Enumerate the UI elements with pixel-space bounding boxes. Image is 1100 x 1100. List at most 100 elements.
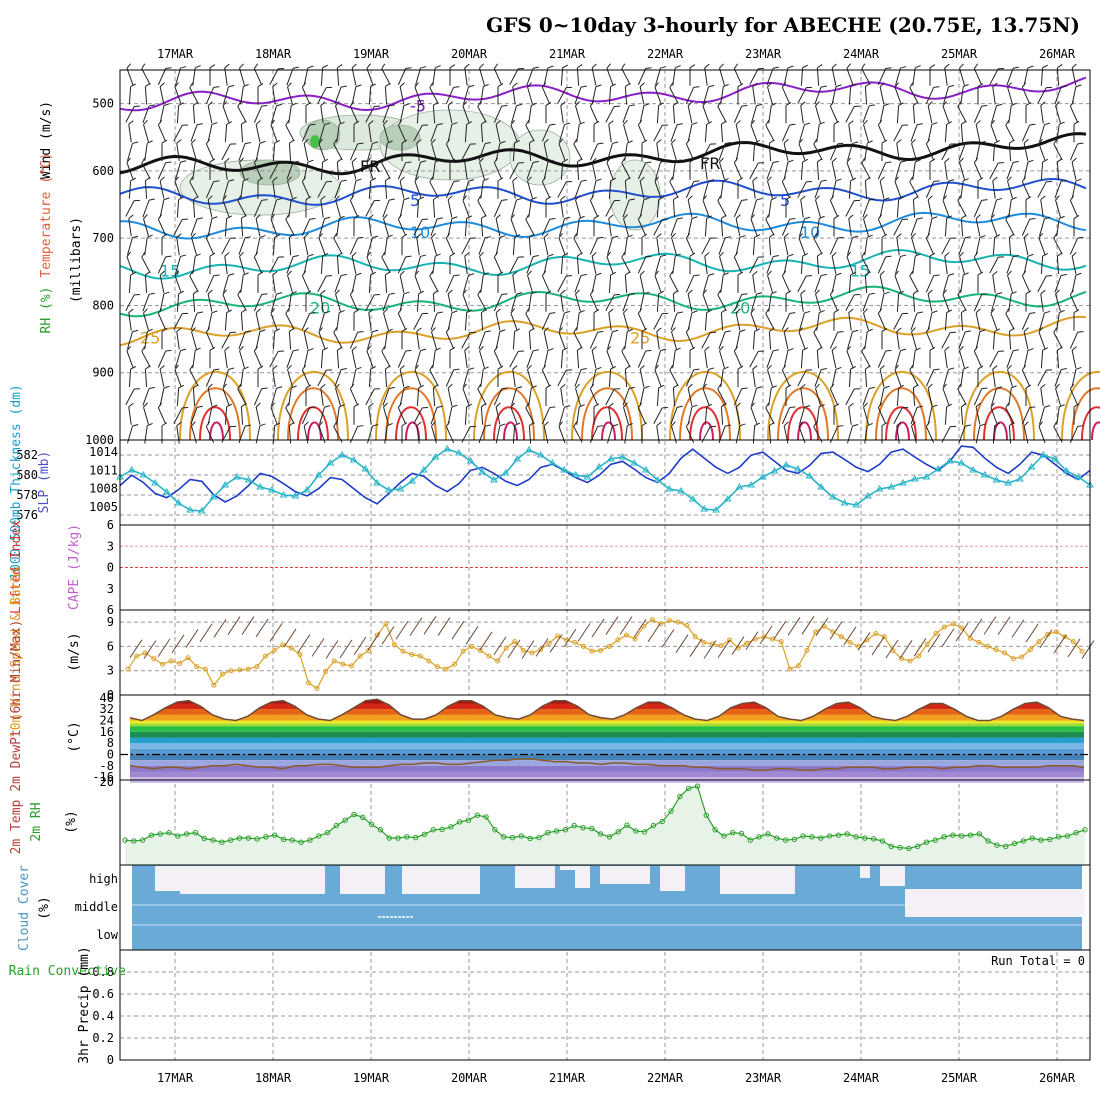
barb-flag (497, 83, 504, 87)
barb-staff (720, 124, 724, 143)
thickness-marker (338, 451, 346, 458)
wind-barb (320, 383, 326, 406)
wind-barb (653, 218, 669, 236)
barb-staff (365, 294, 375, 311)
wind-barb (960, 214, 967, 237)
barb-flag (702, 101, 707, 107)
barb-staff (864, 274, 868, 293)
p1-ytick: 1000 (85, 433, 114, 447)
barb-staff (416, 293, 420, 312)
barb-flag (815, 289, 820, 295)
barb-flag (898, 196, 905, 201)
barb-staff (222, 199, 230, 218)
barb-staff (430, 312, 438, 331)
surface-barb (563, 628, 577, 648)
wind-barb (894, 176, 902, 199)
slp-line (119, 445, 1091, 505)
wind-barb (1037, 275, 1053, 293)
barb-staff (383, 312, 389, 331)
wind-barb (1073, 120, 1080, 143)
barb-staff (144, 425, 148, 444)
barb-flag (867, 234, 873, 238)
barb-staff (831, 162, 837, 180)
wind-barb (477, 383, 487, 406)
barb-flag (848, 214, 854, 219)
barb-flag (865, 82, 871, 87)
barb-flag (883, 197, 890, 201)
barb-staff (925, 237, 935, 255)
barb-staff (766, 162, 774, 180)
barb-flag (975, 120, 981, 125)
barb-flag (806, 369, 813, 371)
barb-flag (623, 119, 628, 125)
wind-barb (560, 289, 566, 312)
barb-flag (433, 290, 439, 295)
barb-staff (288, 237, 292, 256)
barb-staff (704, 67, 708, 86)
wind-barb (336, 404, 345, 425)
wind-barb (383, 308, 389, 331)
barb-flag (957, 195, 962, 201)
wind-barb (735, 308, 741, 331)
barb-staff (927, 293, 933, 312)
barb-flag (915, 159, 921, 163)
wind-barb (142, 104, 155, 124)
barb-staff (815, 105, 821, 124)
barb-staff (992, 331, 996, 350)
wind-speed-marker (288, 645, 294, 651)
barb-staff (478, 331, 486, 350)
p1-wind-label: Wind (m/s) (39, 101, 54, 179)
barb-flag (946, 121, 953, 125)
barb-staff (752, 425, 756, 444)
barb-flag (933, 86, 940, 88)
wind-barb (176, 384, 185, 406)
wind-barb (879, 364, 885, 388)
wind-barb (401, 328, 408, 350)
wind-barb (800, 101, 806, 124)
wind-barb (975, 140, 986, 161)
wind-barb (944, 63, 950, 86)
barb-flag (708, 84, 715, 88)
barb-flag (541, 176, 547, 182)
barb-staff (1056, 161, 1060, 180)
barb-flag (669, 176, 674, 183)
barb-flag (272, 270, 278, 276)
isotherm-loop (503, 421, 518, 441)
barb-flag (1038, 327, 1043, 333)
barb-flag (512, 82, 518, 88)
barb-flag (573, 138, 578, 145)
barb-flag (213, 86, 220, 88)
thickness-marker (419, 466, 428, 473)
wind-barb (927, 195, 933, 218)
barb-staff (527, 86, 533, 105)
wind-barb (558, 232, 566, 255)
barb-staff (896, 199, 900, 218)
barb-flag (193, 195, 199, 201)
barb-staff (269, 256, 279, 274)
barb-flag (477, 195, 482, 201)
wind-barb (733, 199, 748, 218)
wind-barb (545, 290, 552, 312)
wind-barb (1040, 347, 1049, 369)
barb-staff (864, 331, 868, 350)
barb-flag (595, 84, 602, 88)
barb-staff (399, 369, 405, 388)
thickness-marker (677, 487, 685, 494)
wind-barb (624, 271, 631, 293)
barb-flag (255, 120, 261, 125)
wind-barb (752, 270, 758, 293)
barb-flag (961, 403, 967, 408)
barb-staff (973, 388, 983, 406)
wind-barb (687, 122, 698, 143)
barb-staff (720, 406, 724, 425)
barb-flag (462, 195, 467, 201)
thickness-marker (455, 449, 463, 456)
wind-barb (813, 138, 823, 161)
surface-barb (521, 640, 535, 659)
barb-flag (493, 345, 499, 352)
p1-ytick: 900 (92, 366, 114, 380)
wind-barb (977, 365, 984, 388)
barb-flag (1042, 347, 1049, 351)
barb-flag (577, 252, 583, 257)
barb-staff (334, 181, 342, 199)
